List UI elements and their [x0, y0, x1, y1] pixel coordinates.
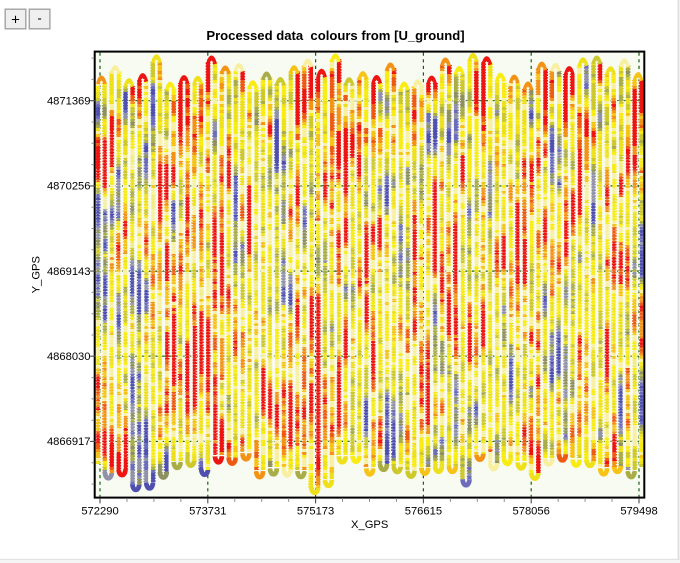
svg-text:X_GPS: X_GPS [351, 519, 388, 531]
svg-text:-: - [37, 10, 41, 25]
svg-text:579498: 579498 [620, 506, 657, 518]
svg-text:+: + [11, 11, 20, 28]
svg-text:576615: 576615 [405, 506, 442, 518]
svg-text:Y_GPS: Y_GPS [30, 256, 42, 293]
svg-text:4868030: 4868030 [47, 351, 91, 363]
svg-text:4871369: 4871369 [47, 96, 91, 108]
svg-text:578056: 578056 [513, 506, 550, 518]
svg-text:Processed data colours from [: Processed data colours from [U_ground] [206, 28, 464, 43]
svg-text:4866917: 4866917 [47, 436, 91, 448]
svg-text:4870256: 4870256 [47, 181, 91, 193]
svg-text:575173: 575173 [297, 506, 334, 518]
svg-text:573731: 573731 [189, 506, 226, 518]
svg-text:572290: 572290 [81, 506, 118, 518]
svg-text:4869143: 4869143 [47, 266, 91, 278]
